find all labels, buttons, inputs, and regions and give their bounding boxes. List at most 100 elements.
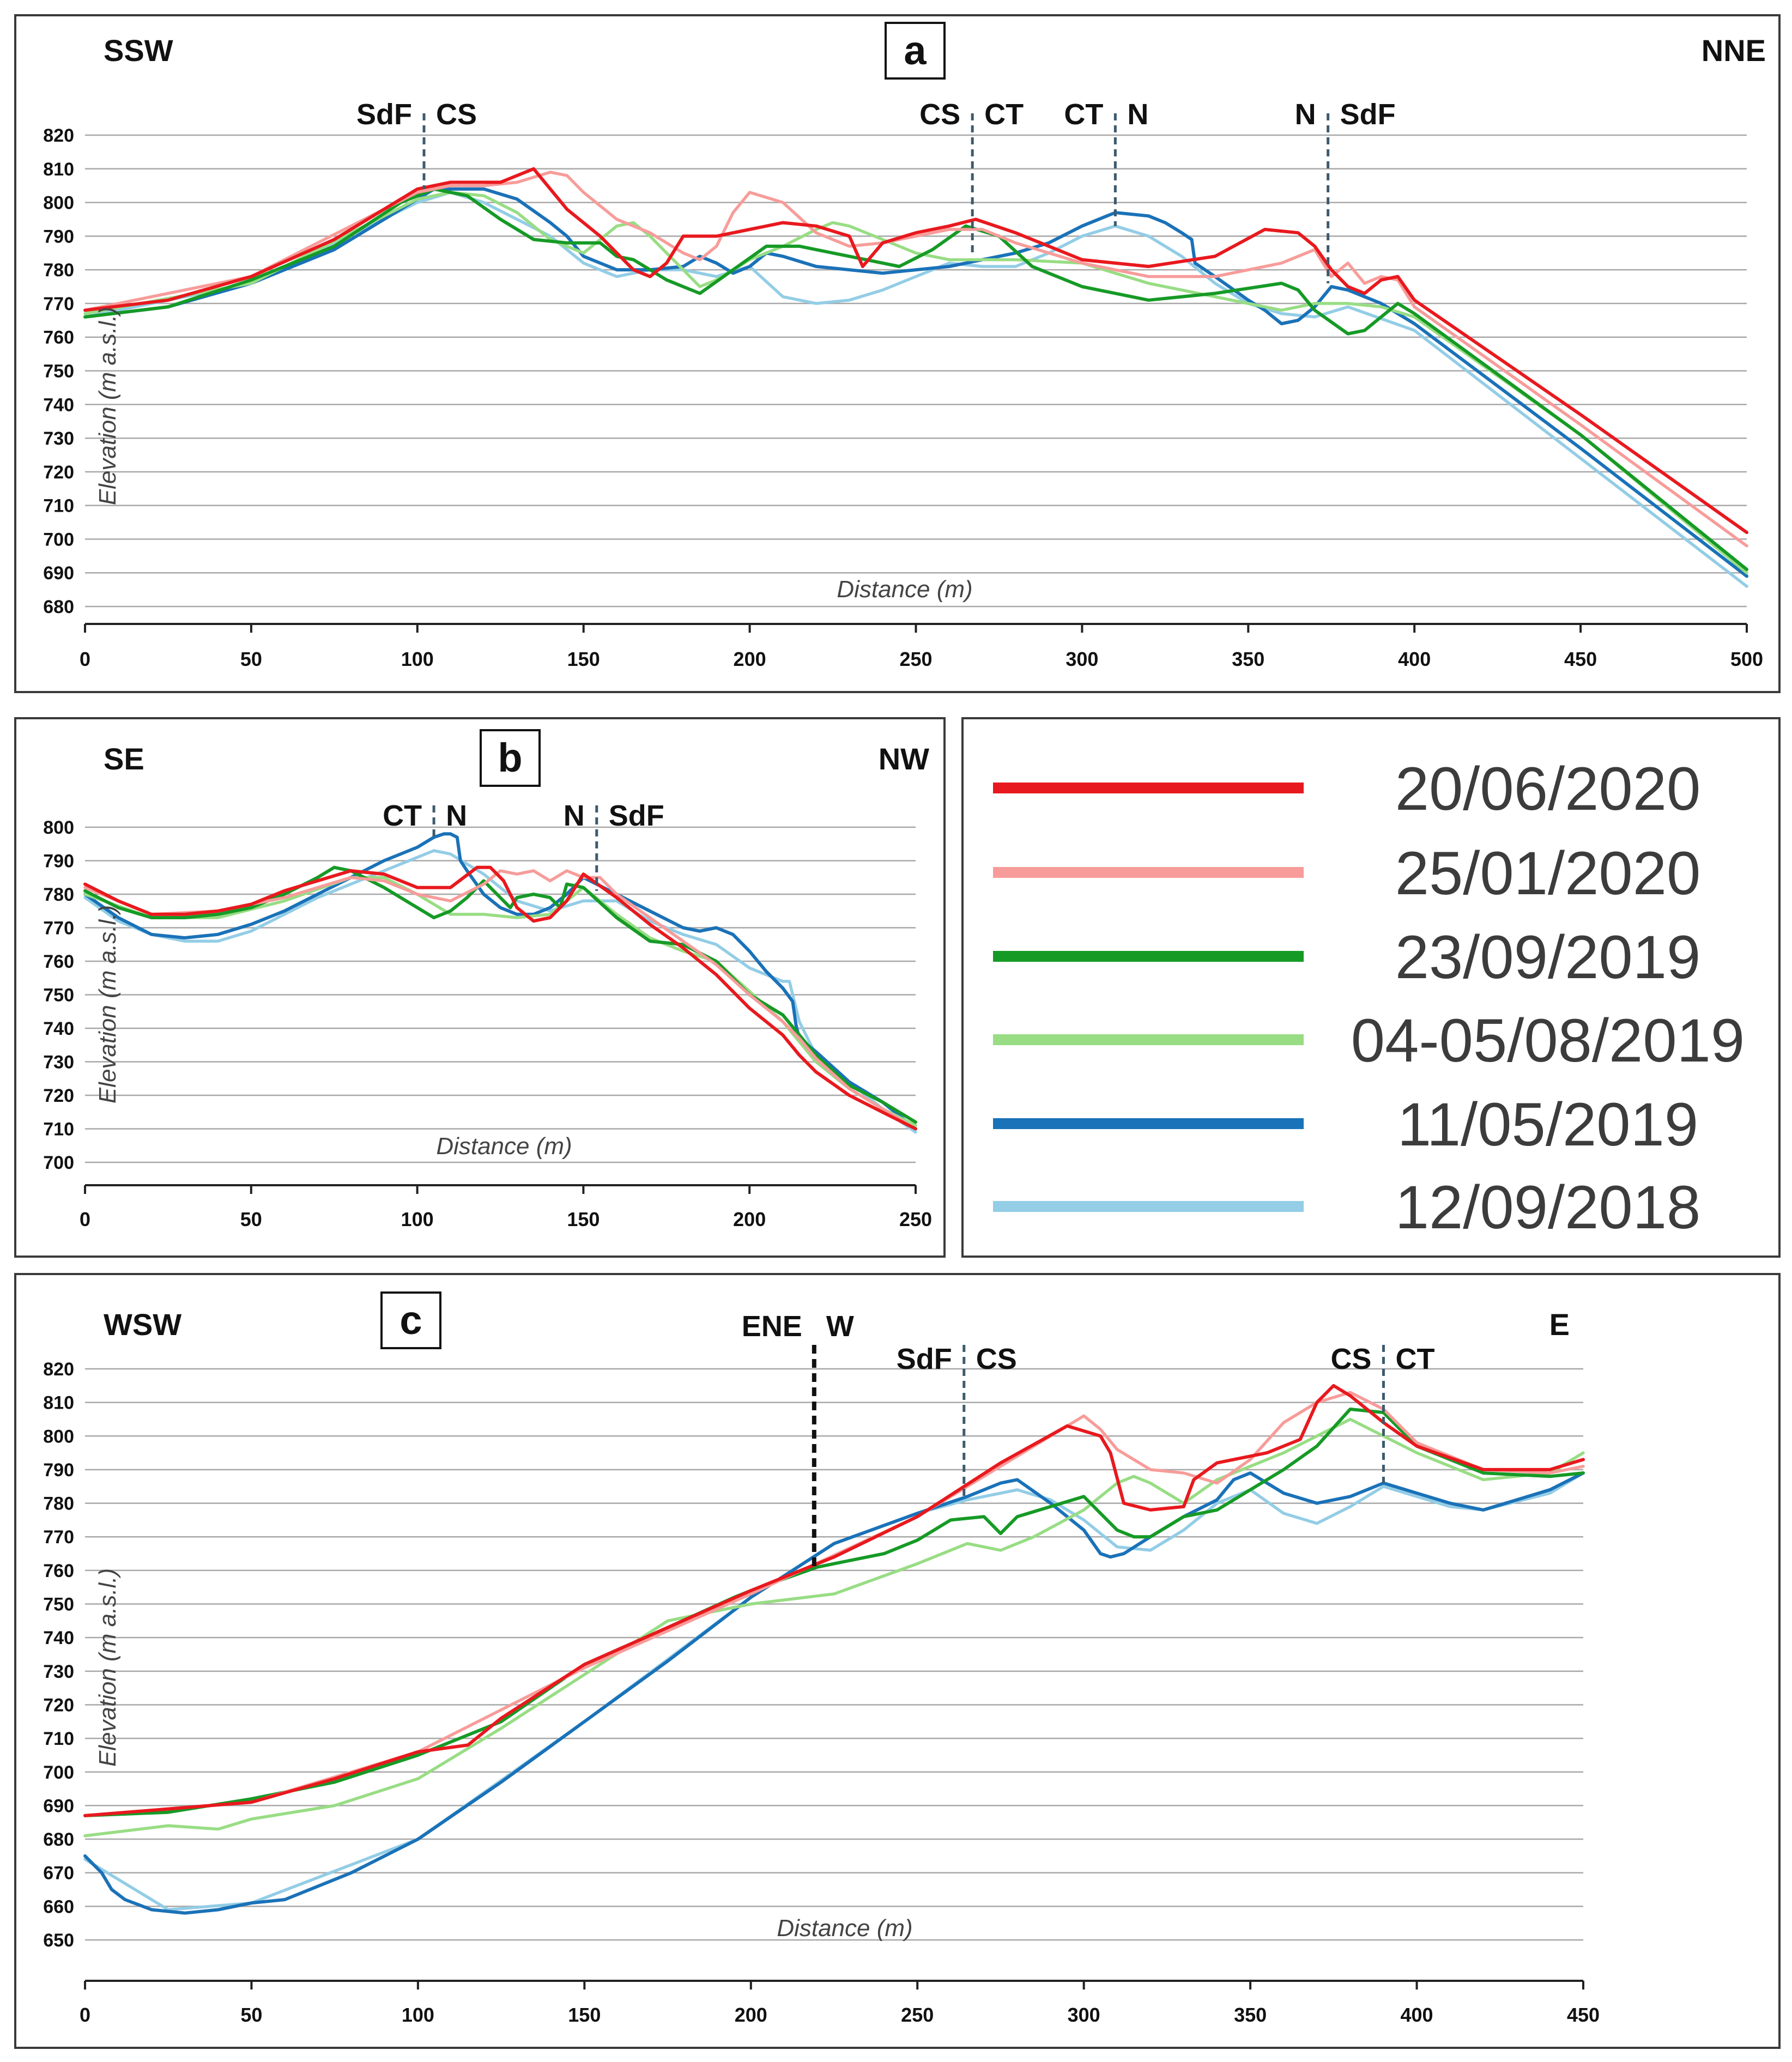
y-tick-label: 740 [43,1628,74,1648]
legend-label: 23/09/2019 [1395,923,1701,991]
panel-label: b [498,735,522,780]
x-axis-label: Distance (m) [436,1133,572,1160]
y-axis-label: Elevation (m a.s.l.) [94,1568,121,1767]
y-tick-label: 740 [43,1018,74,1039]
zone-label-right: W [826,1310,854,1343]
y-tick-label: 700 [43,1153,74,1173]
y-tick-label: 790 [43,226,74,247]
legend-label: 20/06/2020 [1395,755,1701,823]
y-tick-label: 740 [43,395,74,415]
x-tick-label: 0 [80,648,90,670]
y-tick-label: 730 [43,1052,74,1073]
panel-label: a [904,28,927,73]
y-tick-label: 720 [43,1695,74,1715]
y-tick-label: 780 [43,1494,74,1514]
x-tick-label: 50 [240,2004,262,2026]
zone-label-right: SdF [609,799,664,832]
x-axis-label: Distance (m) [777,1915,912,1942]
y-tick-label: 700 [43,1762,74,1783]
series-line-20-06-2020 [83,167,1748,535]
y-tick-label: 720 [43,462,74,483]
x-tick-label: 300 [1065,648,1098,670]
y-tick-label: 650 [43,1930,74,1951]
series-line-11-05-2019 [83,1471,1585,1915]
panel-label: c [399,1297,422,1343]
x-tick-label: 400 [1398,648,1431,670]
x-tick-label: 50 [240,648,262,670]
legend-label: 11/05/2019 [1397,1090,1698,1159]
legend-label: 25/01/2020 [1395,839,1701,907]
direction-left-label: WSW [104,1307,181,1342]
chart-panel-c: 650 660 670 680 690 700 710 720 730 740 750 760 770 7… [43,1291,1600,2026]
x-tick-label: 100 [401,1208,434,1230]
y-tick-label: 820 [43,125,74,146]
x-tick-label: 450 [1564,648,1597,670]
direction-left-label: SE [104,742,144,776]
y-axis-label: Elevation (m a.s.l.) [94,905,121,1103]
y-tick-label: 690 [43,563,74,584]
direction-right-label: NW [879,742,929,776]
x-tick-label: 150 [567,648,600,670]
y-tick-label: 780 [43,260,74,281]
x-tick-label: 300 [1068,2004,1100,2026]
zone-label-left: CT [1064,98,1103,131]
y-tick-label: 670 [43,1863,74,1884]
series-line-20-06-2020 [83,1384,1585,1817]
series-line-25-01-2020 [83,869,917,1131]
zone-label-right: CS [436,98,477,131]
x-tick-label: 100 [401,648,434,670]
direction-left-label: SSW [104,33,173,68]
y-tick-label: 800 [43,1426,74,1447]
x-tick-label: 100 [402,2004,434,2026]
series-line-25-01-2020 [83,1391,1585,1817]
chart-panel-a: 680 690 700 710 720 730 740 750 760 770 780 790 800 8… [43,22,1766,670]
y-tick-label: 770 [43,1527,74,1548]
legend: 20/06/2020 25/01/2020 23/09/2019 04-05/0… [993,755,1745,1241]
y-tick-label: 790 [43,1460,74,1481]
zone-label-right: CT [1395,1343,1434,1375]
y-tick-label: 750 [43,985,74,1006]
panel-label-box [480,729,541,787]
y-tick-label: 710 [43,496,74,517]
x-tick-label: 0 [80,2004,90,2026]
zone-label-left: CS [1330,1343,1371,1375]
y-tick-label: 710 [43,1729,74,1749]
chart-panel-b: 700 710 720 730 740 750 760 770 780 790 800 0 50 100… [43,729,932,1230]
zone-label-left: SdF [897,1343,952,1375]
y-tick-label: 810 [43,1393,74,1414]
zone-label-left: SdF [356,98,412,131]
y-tick-label: 800 [43,193,74,214]
y-tick-label: 750 [43,361,74,382]
x-tick-label: 200 [734,648,766,670]
legend-label: 12/09/2018 [1395,1173,1701,1241]
y-tick-label: 790 [43,851,74,872]
x-tick-label: 400 [1401,2004,1433,2026]
series-line-23-09-2019 [83,187,1748,571]
x-tick-label: 250 [901,2004,934,2026]
zone-label-right: SdF [1340,98,1396,131]
zone-label-left: CS [919,98,960,131]
y-tick-label: 750 [43,1594,74,1615]
panel-b-frame [14,717,946,1258]
x-tick-label: 350 [1232,648,1264,670]
zone-label-left: N [1295,98,1316,131]
zone-label-right: CT [984,98,1024,131]
zone-label-right: N [1127,98,1148,131]
y-tick-label: 760 [43,328,74,348]
zone-label-right: N [446,799,467,832]
panel-label-box [380,1291,441,1349]
x-tick-label: 450 [1567,2004,1600,2026]
series-line-20-06-2020 [83,865,917,1131]
y-tick-label: 760 [43,951,74,972]
y-tick-label: 730 [43,428,74,449]
y-tick-label: 700 [43,529,74,550]
zone-label-left: N [564,799,585,832]
direction-right-label: NNE [1702,33,1766,68]
panel-a-frame [14,14,1781,693]
zone-label-left: ENE [742,1310,802,1343]
y-axis-label: Elevation (m a.s.l.) [94,307,121,505]
direction-right-label: E [1549,1307,1570,1342]
y-tick-label: 730 [43,1661,74,1682]
x-tick-label: 200 [733,1208,766,1230]
x-tick-label: 150 [567,1208,600,1230]
